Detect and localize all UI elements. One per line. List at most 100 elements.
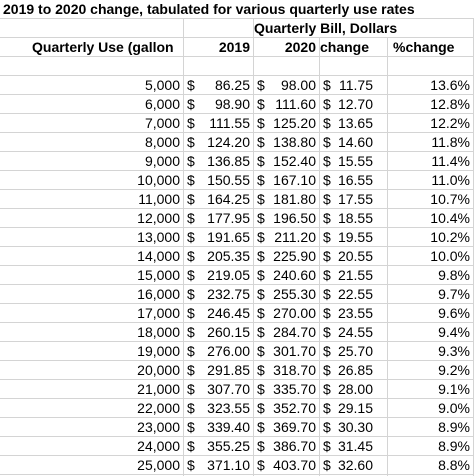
currency-sign: $ bbox=[257, 400, 265, 416]
currency-sign: $ bbox=[257, 305, 265, 321]
currency-sign: $ bbox=[257, 324, 265, 340]
bill-2019: 291.85 bbox=[207, 362, 250, 378]
grid-line bbox=[0, 189, 474, 190]
change: 16.55 bbox=[337, 172, 373, 188]
currency-sign: $ bbox=[187, 248, 195, 264]
quarterly-use: 11,000 bbox=[138, 191, 180, 207]
percent-change: 12.8% bbox=[430, 96, 470, 112]
grid-line bbox=[0, 18, 474, 19]
percent-change: 9.1% bbox=[438, 381, 470, 397]
bill-2020: 181.80 bbox=[273, 191, 316, 207]
currency-sign: $ bbox=[257, 286, 265, 302]
currency-sign: $ bbox=[187, 324, 195, 340]
bill-2020: 98.00 bbox=[280, 77, 316, 93]
bill-2019: 111.55 bbox=[209, 115, 250, 131]
currency-sign: $ bbox=[257, 153, 265, 169]
percent-change: 11.8% bbox=[431, 134, 470, 150]
percent-change: 10.2% bbox=[430, 229, 470, 245]
quarterly-use: 7,000 bbox=[144, 115, 180, 131]
quarterly-use: 21,000 bbox=[137, 381, 180, 397]
change: 20.55 bbox=[337, 248, 373, 264]
percent-change: 13.6% bbox=[430, 77, 470, 93]
currency-sign: $ bbox=[323, 400, 331, 416]
grid-line bbox=[0, 322, 474, 323]
grid-line bbox=[0, 56, 474, 57]
currency-sign: $ bbox=[257, 362, 265, 378]
quarterly-use: 24,000 bbox=[137, 438, 180, 454]
grid-line bbox=[0, 151, 474, 152]
column-header: 2020 bbox=[254, 38, 316, 56]
bill-2020: 196.50 bbox=[273, 210, 316, 226]
bill-2020: 284.70 bbox=[273, 324, 316, 340]
grid-line bbox=[0, 398, 474, 399]
quarterly-use: 6,000 bbox=[144, 96, 180, 112]
grid-line bbox=[0, 455, 474, 456]
bill-2019: 164.25 bbox=[207, 191, 250, 207]
bill-2019: 307.70 bbox=[207, 381, 250, 397]
bill-2019: 136.85 bbox=[207, 153, 250, 169]
currency-sign: $ bbox=[187, 172, 195, 188]
currency-sign: $ bbox=[257, 96, 265, 112]
bill-2019: 177.95 bbox=[207, 210, 250, 226]
quarterly-use: 22,000 bbox=[137, 400, 180, 416]
bill-2020: 225.90 bbox=[273, 248, 316, 264]
currency-sign: $ bbox=[187, 419, 195, 435]
grid-line bbox=[0, 417, 474, 418]
grid-line bbox=[0, 75, 474, 76]
grid-line bbox=[0, 303, 474, 304]
grid-line bbox=[0, 113, 474, 114]
currency-sign: $ bbox=[323, 134, 331, 150]
quarterly-use: 17,000 bbox=[137, 305, 180, 321]
quarterly-use: 20,000 bbox=[137, 362, 180, 378]
title: 2019 to 2020 change, tabulated for vario… bbox=[0, 0, 474, 18]
currency-sign: $ bbox=[187, 362, 195, 378]
currency-sign: $ bbox=[323, 153, 331, 169]
bill-2019: 371.10 bbox=[207, 457, 250, 473]
quarterly-use: 5,000 bbox=[144, 77, 180, 93]
change: 14.60 bbox=[337, 134, 373, 150]
currency-sign: $ bbox=[323, 457, 331, 473]
bill-2020: 255.30 bbox=[273, 286, 316, 302]
currency-sign: $ bbox=[323, 248, 331, 264]
bill-2019: 150.55 bbox=[207, 172, 250, 188]
percent-change: 9.6% bbox=[438, 305, 470, 321]
percent-change: 9.0% bbox=[438, 400, 470, 416]
grid-line bbox=[0, 341, 474, 342]
quarterly-use: 10,000 bbox=[137, 172, 180, 188]
grid-line bbox=[0, 37, 474, 38]
quarterly-use: 23,000 bbox=[137, 419, 180, 435]
change: 22.55 bbox=[337, 286, 373, 302]
bill-2019: 260.15 bbox=[207, 324, 250, 340]
currency-sign: $ bbox=[323, 286, 331, 302]
currency-sign: $ bbox=[323, 419, 331, 435]
grid-line bbox=[0, 170, 474, 171]
bill-2020: 335.70 bbox=[273, 381, 316, 397]
bill-2020: 270.00 bbox=[273, 305, 316, 321]
change: 23.55 bbox=[337, 305, 373, 321]
currency-sign: $ bbox=[257, 77, 265, 93]
change: 24.55 bbox=[337, 324, 373, 340]
currency-sign: $ bbox=[323, 210, 331, 226]
bill-2020: 369.70 bbox=[273, 419, 316, 435]
currency-sign: $ bbox=[323, 381, 331, 397]
bill-2019: 246.45 bbox=[207, 305, 250, 321]
column-header: Quarterly Use (gallon bbox=[32, 39, 174, 55]
bill-2020: 386.70 bbox=[273, 438, 316, 454]
change: 19.55 bbox=[337, 229, 373, 245]
currency-sign: $ bbox=[323, 96, 331, 112]
quarterly-use: 18,000 bbox=[137, 324, 180, 340]
currency-sign: $ bbox=[257, 457, 265, 473]
currency-sign: $ bbox=[187, 77, 195, 93]
grid-line bbox=[0, 208, 474, 209]
bill-2019: 276.00 bbox=[207, 343, 250, 359]
percent-change: 12.2% bbox=[430, 115, 470, 131]
change: 15.55 bbox=[337, 153, 373, 169]
currency-sign: $ bbox=[257, 191, 265, 207]
change: 18.55 bbox=[337, 210, 373, 226]
currency-sign: $ bbox=[323, 172, 331, 188]
currency-sign: $ bbox=[257, 267, 265, 283]
subheader: Quarterly Bill, Dollars bbox=[254, 19, 472, 37]
currency-sign: $ bbox=[187, 400, 195, 416]
bill-2020: 318.70 bbox=[273, 362, 316, 378]
